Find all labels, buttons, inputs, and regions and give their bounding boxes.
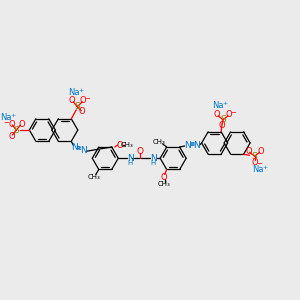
Text: CH₃: CH₃ xyxy=(87,175,100,181)
Text: O: O xyxy=(8,119,15,128)
Text: Na: Na xyxy=(69,88,80,97)
Text: N: N xyxy=(193,140,200,149)
Text: O: O xyxy=(160,173,167,182)
Text: S: S xyxy=(14,125,19,134)
Text: S: S xyxy=(252,152,257,161)
Text: Na: Na xyxy=(252,165,263,174)
Text: −: − xyxy=(3,120,9,126)
Text: O: O xyxy=(18,119,25,128)
Text: O: O xyxy=(245,147,252,156)
Text: Na: Na xyxy=(212,101,224,110)
Text: CH₃: CH₃ xyxy=(157,182,170,188)
Text: H: H xyxy=(128,160,133,166)
Text: O: O xyxy=(79,107,86,116)
Text: N: N xyxy=(71,143,78,152)
Text: O: O xyxy=(116,140,123,149)
Text: S: S xyxy=(74,102,80,111)
Text: O: O xyxy=(214,110,220,119)
Text: −: − xyxy=(84,96,90,102)
Text: S: S xyxy=(220,115,226,124)
Text: −: − xyxy=(230,110,236,116)
Text: O: O xyxy=(251,158,258,167)
Text: N: N xyxy=(150,154,157,163)
Text: O: O xyxy=(80,96,87,105)
Text: CH₃: CH₃ xyxy=(152,139,165,145)
Text: +: + xyxy=(11,112,16,118)
Text: O: O xyxy=(219,121,225,130)
Text: +: + xyxy=(223,101,228,106)
Text: N: N xyxy=(80,146,87,155)
Text: +: + xyxy=(262,165,267,170)
Text: O: O xyxy=(226,110,232,119)
Text: N: N xyxy=(127,154,134,163)
Text: N: N xyxy=(184,140,191,149)
Text: O: O xyxy=(69,96,76,105)
Text: H: H xyxy=(151,160,156,166)
Text: O: O xyxy=(8,131,15,140)
Text: O: O xyxy=(137,147,144,156)
Text: +: + xyxy=(79,88,84,93)
Text: O: O xyxy=(257,147,264,156)
Text: −: − xyxy=(256,161,262,167)
Text: Na: Na xyxy=(1,112,12,122)
Text: CH₃: CH₃ xyxy=(120,142,133,148)
